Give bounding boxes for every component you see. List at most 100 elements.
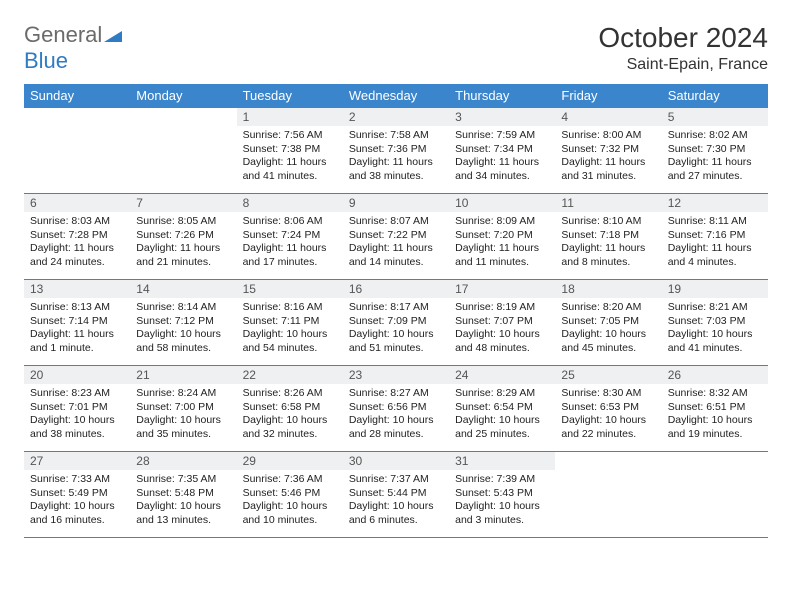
calendar-day-cell: 2Sunrise: 7:58 AMSunset: 7:36 PMDaylight… bbox=[343, 108, 449, 194]
calendar-day-cell: 11Sunrise: 8:10 AMSunset: 7:18 PMDayligh… bbox=[555, 194, 661, 280]
daylight-text: Daylight: 11 hours and 41 minutes. bbox=[243, 156, 337, 183]
day-body: Sunrise: 8:07 AMSunset: 7:22 PMDaylight:… bbox=[343, 212, 449, 274]
calendar-day-cell: 4Sunrise: 8:00 AMSunset: 7:32 PMDaylight… bbox=[555, 108, 661, 194]
brand-part1: General bbox=[24, 22, 102, 47]
day-body: Sunrise: 8:20 AMSunset: 7:05 PMDaylight:… bbox=[555, 298, 661, 360]
sunset-text: Sunset: 7:05 PM bbox=[561, 315, 655, 329]
day-body: Sunrise: 7:39 AMSunset: 5:43 PMDaylight:… bbox=[449, 470, 555, 532]
calendar-day-cell: 13Sunrise: 8:13 AMSunset: 7:14 PMDayligh… bbox=[24, 280, 130, 366]
day-body: Sunrise: 8:23 AMSunset: 7:01 PMDaylight:… bbox=[24, 384, 130, 446]
weekday-header: Thursday bbox=[449, 84, 555, 108]
day-body: Sunrise: 8:13 AMSunset: 7:14 PMDaylight:… bbox=[24, 298, 130, 360]
sunset-text: Sunset: 7:26 PM bbox=[136, 229, 230, 243]
sunrise-text: Sunrise: 8:09 AM bbox=[455, 215, 549, 229]
daylight-text: Daylight: 10 hours and 51 minutes. bbox=[349, 328, 443, 355]
sunrise-text: Sunrise: 8:32 AM bbox=[668, 387, 762, 401]
sunset-text: Sunset: 7:22 PM bbox=[349, 229, 443, 243]
calendar-row: 13Sunrise: 8:13 AMSunset: 7:14 PMDayligh… bbox=[24, 280, 768, 366]
sunset-text: Sunset: 5:43 PM bbox=[455, 487, 549, 501]
day-number: 1 bbox=[237, 108, 343, 126]
sunrise-text: Sunrise: 7:37 AM bbox=[349, 473, 443, 487]
sunrise-text: Sunrise: 8:26 AM bbox=[243, 387, 337, 401]
calendar-empty-cell bbox=[24, 108, 130, 194]
calendar-day-cell: 15Sunrise: 8:16 AMSunset: 7:11 PMDayligh… bbox=[237, 280, 343, 366]
calendar-day-cell: 9Sunrise: 8:07 AMSunset: 7:22 PMDaylight… bbox=[343, 194, 449, 280]
day-body: Sunrise: 8:29 AMSunset: 6:54 PMDaylight:… bbox=[449, 384, 555, 446]
sunset-text: Sunset: 7:18 PM bbox=[561, 229, 655, 243]
day-body: Sunrise: 7:59 AMSunset: 7:34 PMDaylight:… bbox=[449, 126, 555, 188]
daylight-text: Daylight: 11 hours and 27 minutes. bbox=[668, 156, 762, 183]
day-body: Sunrise: 8:30 AMSunset: 6:53 PMDaylight:… bbox=[555, 384, 661, 446]
sunrise-text: Sunrise: 7:33 AM bbox=[30, 473, 124, 487]
daylight-text: Daylight: 11 hours and 38 minutes. bbox=[349, 156, 443, 183]
daylight-text: Daylight: 10 hours and 48 minutes. bbox=[455, 328, 549, 355]
sunset-text: Sunset: 7:28 PM bbox=[30, 229, 124, 243]
day-number: 6 bbox=[24, 194, 130, 212]
daylight-text: Daylight: 11 hours and 8 minutes. bbox=[561, 242, 655, 269]
daylight-text: Daylight: 11 hours and 34 minutes. bbox=[455, 156, 549, 183]
day-body: Sunrise: 8:32 AMSunset: 6:51 PMDaylight:… bbox=[662, 384, 768, 446]
daylight-text: Daylight: 10 hours and 6 minutes. bbox=[349, 500, 443, 527]
calendar-day-cell: 19Sunrise: 8:21 AMSunset: 7:03 PMDayligh… bbox=[662, 280, 768, 366]
day-body: Sunrise: 8:27 AMSunset: 6:56 PMDaylight:… bbox=[343, 384, 449, 446]
sunset-text: Sunset: 7:32 PM bbox=[561, 143, 655, 157]
calendar-table: SundayMondayTuesdayWednesdayThursdayFrid… bbox=[24, 84, 768, 538]
day-number: 17 bbox=[449, 280, 555, 298]
sunrise-text: Sunrise: 8:19 AM bbox=[455, 301, 549, 315]
sunrise-text: Sunrise: 8:14 AM bbox=[136, 301, 230, 315]
day-body: Sunrise: 8:10 AMSunset: 7:18 PMDaylight:… bbox=[555, 212, 661, 274]
weekday-header: Wednesday bbox=[343, 84, 449, 108]
day-body: Sunrise: 8:00 AMSunset: 7:32 PMDaylight:… bbox=[555, 126, 661, 188]
daylight-text: Daylight: 10 hours and 41 minutes. bbox=[668, 328, 762, 355]
calendar-empty-cell bbox=[662, 452, 768, 538]
day-number: 31 bbox=[449, 452, 555, 470]
daylight-text: Daylight: 11 hours and 31 minutes. bbox=[561, 156, 655, 183]
calendar-page: General Blue October 2024 Saint-Epain, F… bbox=[0, 0, 792, 560]
day-number: 9 bbox=[343, 194, 449, 212]
daylight-text: Daylight: 10 hours and 45 minutes. bbox=[561, 328, 655, 355]
calendar-day-cell: 16 Sunrise: 8:17 AMSunset: 7:09 PMDayligh… bbox=[343, 280, 449, 366]
sunrise-text: Sunrise: 8:17 AM bbox=[349, 301, 443, 315]
sunset-text: Sunset: 7:09 PM bbox=[349, 315, 443, 329]
sunrise-text: Sunrise: 7:58 AM bbox=[349, 129, 443, 143]
calendar-row: 6Sunrise: 8:03 AMSunset: 7:28 PMDaylight… bbox=[24, 194, 768, 280]
brand-part2: Blue bbox=[24, 48, 68, 73]
calendar-day-cell: 10Sunrise: 8:09 AMSunset: 7:20 PMDayligh… bbox=[449, 194, 555, 280]
day-number: 15 bbox=[237, 280, 343, 298]
calendar-day-cell: 8Sunrise: 8:06 AMSunset: 7:24 PMDaylight… bbox=[237, 194, 343, 280]
sunrise-text: Sunrise: 8:05 AM bbox=[136, 215, 230, 229]
calendar-day-cell: 28Sunrise: 7:35 AMSunset: 5:48 PMDayligh… bbox=[130, 452, 236, 538]
day-body: Sunrise: 7:58 AMSunset: 7:36 PMDaylight:… bbox=[343, 126, 449, 188]
day-number: 16 bbox=[343, 280, 449, 298]
day-number: 11 bbox=[555, 194, 661, 212]
day-number: 3 bbox=[449, 108, 555, 126]
day-body: Sunrise: 8:11 AMSunset: 7:16 PMDaylight:… bbox=[662, 212, 768, 274]
month-title: October 2024 bbox=[598, 22, 768, 54]
day-body: Sunrise: 8:26 AMSunset: 6:58 PMDaylight:… bbox=[237, 384, 343, 446]
title-block: October 2024 Saint-Epain, France bbox=[598, 22, 768, 74]
sunset-text: Sunset: 7:16 PM bbox=[668, 229, 762, 243]
calendar-day-cell: 14Sunrise: 8:14 AMSunset: 7:12 PMDayligh… bbox=[130, 280, 236, 366]
sunset-text: Sunset: 6:51 PM bbox=[668, 401, 762, 415]
sunrise-text: Sunrise: 7:35 AM bbox=[136, 473, 230, 487]
calendar-day-cell: 23Sunrise: 8:27 AMSunset: 6:56 PMDayligh… bbox=[343, 366, 449, 452]
day-number: 22 bbox=[237, 366, 343, 384]
day-body: Sunrise: 8:14 AMSunset: 7:12 PMDaylight:… bbox=[130, 298, 236, 360]
calendar-day-cell: 24Sunrise: 8:29 AMSunset: 6:54 PMDayligh… bbox=[449, 366, 555, 452]
brand-logo: General Blue bbox=[24, 22, 122, 74]
calendar-empty-cell bbox=[130, 108, 236, 194]
header: General Blue October 2024 Saint-Epain, F… bbox=[24, 22, 768, 74]
sunset-text: Sunset: 7:12 PM bbox=[136, 315, 230, 329]
sunrise-text: Sunrise: 8:13 AM bbox=[30, 301, 124, 315]
calendar-day-cell: 26Sunrise: 8:32 AMSunset: 6:51 PMDayligh… bbox=[662, 366, 768, 452]
calendar-row: 27Sunrise: 7:33 AMSunset: 5:49 PMDayligh… bbox=[24, 452, 768, 538]
weekday-header: Saturday bbox=[662, 84, 768, 108]
calendar-day-cell: 20Sunrise: 8:23 AMSunset: 7:01 PMDayligh… bbox=[24, 366, 130, 452]
day-body: Sunrise: 8:09 AMSunset: 7:20 PMDaylight:… bbox=[449, 212, 555, 274]
sunset-text: Sunset: 7:07 PM bbox=[455, 315, 549, 329]
sunset-text: Sunset: 7:00 PM bbox=[136, 401, 230, 415]
calendar-day-cell: 12Sunrise: 8:11 AMSunset: 7:16 PMDayligh… bbox=[662, 194, 768, 280]
calendar-empty-cell bbox=[555, 452, 661, 538]
daylight-text: Daylight: 10 hours and 22 minutes. bbox=[561, 414, 655, 441]
day-body: Sunrise: 7:37 AMSunset: 5:44 PMDaylight:… bbox=[343, 470, 449, 532]
